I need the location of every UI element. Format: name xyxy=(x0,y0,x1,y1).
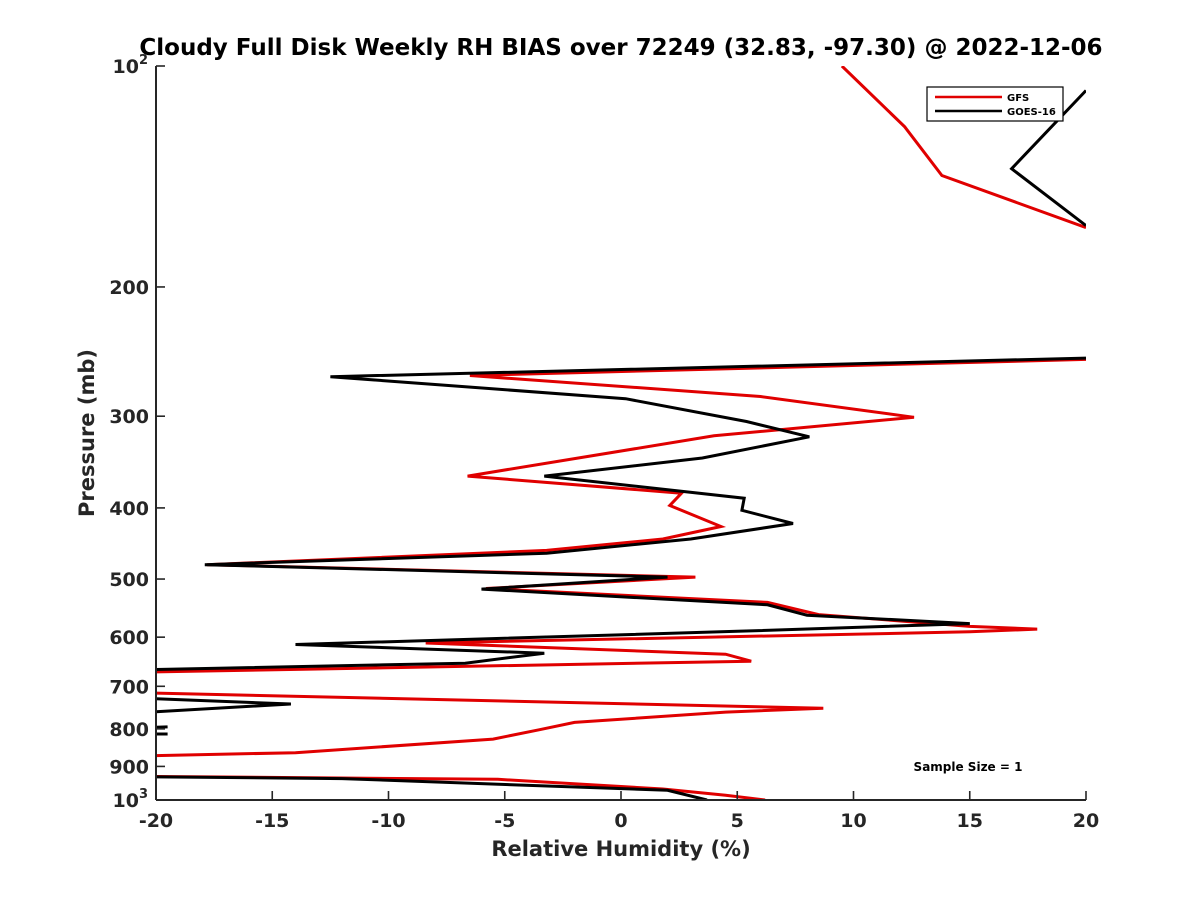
x-tick-label-2: -10 xyxy=(371,810,405,832)
x-axis-label: Relative Humidity (%) xyxy=(491,837,750,861)
x-tick-label-3: -5 xyxy=(494,810,515,832)
y-tick-label-6: 700 xyxy=(109,676,149,698)
y-tick-label-5: 600 xyxy=(109,627,149,649)
y-tick-label-1: 200 xyxy=(109,277,149,299)
x-tick-label-8: 20 xyxy=(1073,810,1099,832)
y-tick-label-8: 900 xyxy=(109,756,149,778)
axes: -20 -15 -10 -5 0 5 10 15 20 102 200 300 400 500 600 700… xyxy=(109,53,1099,832)
x-tick-label-6: 10 xyxy=(840,810,866,832)
legend-goes16-label: GOES-16 xyxy=(1007,107,1056,118)
legend-gfs-label: GFS xyxy=(1007,93,1029,104)
x-tick-label-5: 5 xyxy=(731,810,744,832)
y-tick-label-2: 300 xyxy=(109,406,149,428)
x-tick-label-1: -15 xyxy=(255,810,289,832)
x-tick-label-0: -20 xyxy=(139,810,173,832)
y-tick-label-0: 102 xyxy=(113,53,149,78)
x-tick-label-7: 15 xyxy=(957,810,983,832)
y-tick-label-7: 800 xyxy=(109,719,149,741)
series-line-gfs xyxy=(156,66,1086,800)
sample-size-annotation: Sample Size = 1 xyxy=(914,760,1023,774)
x-tick-label-4: 0 xyxy=(614,810,627,832)
y-axis-label: Pressure (mb) xyxy=(75,349,99,517)
y-tick-label-4: 500 xyxy=(109,569,149,591)
series-line-goes-16 xyxy=(156,89,1086,800)
series-lines xyxy=(156,66,1086,800)
chart-title: Cloudy Full Disk Weekly RH BIAS over 722… xyxy=(139,35,1102,61)
y-tick-label-9: 103 xyxy=(113,787,149,812)
legend: GFS GOES-16 xyxy=(926,86,1064,122)
y-tick-label-3: 400 xyxy=(109,498,149,520)
legend-box xyxy=(926,86,1064,122)
